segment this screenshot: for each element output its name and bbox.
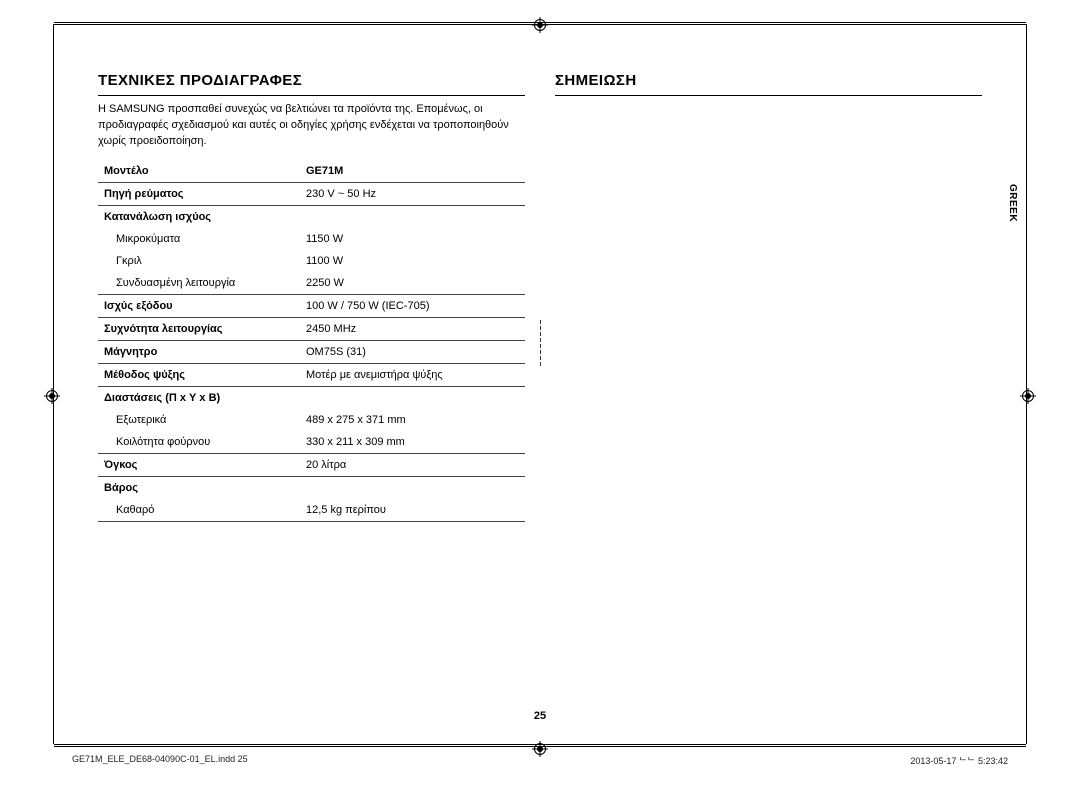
spec-label: Βάρος (98, 476, 300, 499)
spec-label: Ισχύς εξόδου (98, 294, 300, 317)
spec-label: Μέθοδος ψύξης (98, 363, 300, 386)
spec-value (300, 205, 525, 228)
spec-value: 330 x 211 x 309 mm (300, 431, 525, 454)
registration-mark-icon (43, 387, 61, 405)
spec-label: Όγκος (98, 453, 300, 476)
spec-value (300, 476, 525, 499)
spec-value: 2250 W (300, 272, 525, 295)
spec-value: 2450 MHz (300, 317, 525, 340)
spec-label: Κατανάλωση ισχύος (98, 205, 300, 228)
spec-value: 1150 W (300, 228, 525, 250)
spec-label: Καθαρό (98, 499, 300, 522)
spec-value: 489 x 275 x 371 mm (300, 409, 525, 431)
page-number: 25 (0, 710, 1080, 722)
left-column: ΤΕΧΝΙΚΕΣ ΠΡΟΔΙΑΓΡΑΦΕΣ Η SAMSUNG προσπαθε… (98, 72, 525, 712)
spec-label: Συχνότητα λειτουργίας (98, 317, 300, 340)
spec-label: Γκριλ (98, 250, 300, 272)
specs-table: ΜοντέλοGE71MΠηγή ρεύματος230 V ~ 50 HzΚα… (98, 160, 525, 522)
spec-value: GE71M (300, 160, 525, 183)
spec-value (300, 386, 525, 409)
spec-label: Διαστάσεις (Π x Υ x Β) (98, 386, 300, 409)
language-tab: GREEK (1007, 184, 1018, 222)
section-heading-specs: ΤΕΧΝΙΚΕΣ ΠΡΟΔΙΑΓΡΑΦΕΣ (98, 72, 525, 96)
footer-filename: GE71M_ELE_DE68-04090C-01_EL.indd 25 (72, 754, 248, 767)
footer-timestamp: 2013-05-17 ᄂᄂ 5:23:42 (910, 754, 1008, 767)
spec-label: Μάγνητρο (98, 340, 300, 363)
spec-value: OM75S (31) (300, 340, 525, 363)
right-column: ΣΗΜΕΙΩΣΗ (555, 72, 982, 712)
crop-edge-right (1026, 24, 1027, 744)
spec-value: 100 W / 750 W (IEC-705) (300, 294, 525, 317)
section-heading-note: ΣΗΜΕΙΩΣΗ (555, 72, 982, 96)
spec-label: Συνδυασμένη λειτουργία (98, 272, 300, 295)
spec-value: Μοτέρ με ανεμιστήρα ψύξης (300, 363, 525, 386)
spec-label: Μικροκύματα (98, 228, 300, 250)
spec-value: 12,5 kg περίπου (300, 499, 525, 522)
spec-value: 1100 W (300, 250, 525, 272)
crop-edge-left (53, 24, 54, 744)
spec-label: Κοιλότητα φούρνου (98, 431, 300, 454)
footer: GE71M_ELE_DE68-04090C-01_EL.indd 25 2013… (72, 754, 1008, 767)
spec-value: 20 λίτρα (300, 453, 525, 476)
spec-label: Μοντέλο (98, 160, 300, 183)
spec-label: Εξωτερικά (98, 409, 300, 431)
spec-value: 230 V ~ 50 Hz (300, 182, 525, 205)
registration-mark-icon (1019, 387, 1037, 405)
intro-paragraph: Η SAMSUNG προσπαθεί συνεχώς να βελτιώνει… (98, 102, 525, 150)
spec-label: Πηγή ρεύματος (98, 182, 300, 205)
registration-mark-icon (531, 16, 549, 34)
